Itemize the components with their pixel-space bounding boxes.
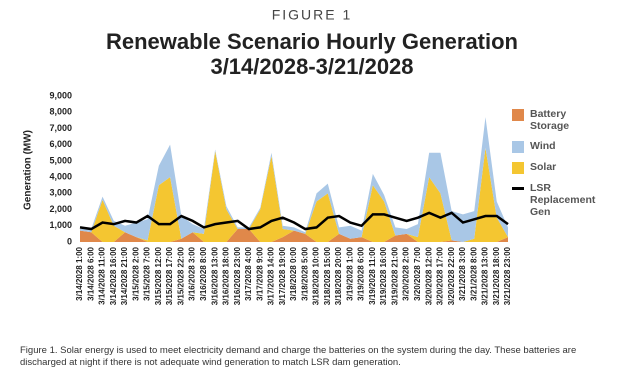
x-tick-label: 3/18/2028 10:00 [312,246,321,305]
legend: Battery Storage Wind Solar LSR Replacement … [512,108,622,226]
y-tick-label: 0 [67,236,72,246]
figure-label: FIGURE 1 [272,7,353,23]
y-tick-label: 7,000 [49,123,72,133]
y-axis-label: Generation (MW) [23,130,34,210]
x-tick-label: 3/17/2028 14:00 [267,246,276,305]
x-tick-label: 3/20/2028 12:00 [424,246,433,305]
x-tick-label: 3/18/2028 20:00 [334,246,343,305]
x-tick-label: 3/20/2028 22:00 [447,246,456,305]
y-tick-label: 3,000 [49,188,72,198]
x-tick-label: 3/14/2028 21:00 [120,246,129,305]
x-tick-label: 3/17/2028 4:00 [244,246,253,300]
x-tick-label: 3/16/2028 23:00 [233,246,242,305]
legend-swatch [512,162,524,174]
x-tick-label: 3/15/2028 12:00 [154,246,163,305]
y-tick-label: 2,000 [49,204,72,214]
y-tick-label: 9,000 [49,90,72,100]
legend-label: LSR Replacement Gen [530,182,596,218]
x-tick-label: 3/16/2028 13:00 [210,246,219,305]
x-tick-label: 3/18/2028 0:00 [289,246,298,300]
legend-label: Wind [530,140,556,152]
legend-item: Wind [512,140,622,153]
legend-swatch [512,109,524,121]
x-tick-label: 3/15/2028 22:00 [176,246,185,305]
x-tick-label: 3/19/2028 16:00 [379,246,388,305]
x-tick-label: 3/19/2028 1:00 [345,246,354,300]
x-tick-label: 3/14/2028 6:00 [86,246,95,300]
legend-label: Battery Storage [530,108,570,132]
x-tick-label: 3/15/2028 7:00 [143,246,152,300]
x-tick-label: 3/17/2028 19:00 [278,246,287,305]
x-tick-label: 3/19/2028 11:00 [368,246,377,304]
y-tick-label: 4,000 [49,171,72,181]
legend-item: Battery Storage [512,108,622,132]
x-tick-label: 3/20/2028 17:00 [436,246,445,305]
y-tick-label: 8,000 [49,107,72,117]
x-tick-label: 3/20/2028 2:00 [402,246,411,300]
x-tick-label: 3/21/2028 8:00 [469,246,478,300]
y-tick-label: 5,000 [49,155,72,165]
x-tick-label: 3/21/2028 13:00 [481,246,490,305]
x-tick-label: 3/14/2028 11:00 [98,246,107,304]
x-tick-label: 3/16/2028 8:00 [199,246,208,300]
x-tick-label: 3/14/2028 1:00 [75,246,84,300]
x-tick-label: 3/14/2028 16:00 [109,246,118,305]
caption: Figure 1. Solar energy is used to meet e… [20,345,577,368]
x-tick-label: 3/19/2028 21:00 [390,246,399,305]
area [80,229,508,242]
legend-swatch [512,141,524,153]
area [80,117,508,242]
chart-title: 3/14/2028-3/21/2028 [210,54,413,79]
x-tick-label: 3/21/2028 23:00 [503,246,512,305]
x-tick-label: 3/21/2028 3:00 [458,246,467,300]
x-tick-label: 3/15/2028 2:00 [131,246,140,300]
x-tick-label: 3/16/2028 3:00 [188,246,197,300]
legend-item: Solar [512,161,622,174]
x-tick-label: 3/15/2028 17:00 [165,246,174,305]
legend-swatch [512,187,524,190]
x-tick-label: 3/19/2028 6:00 [357,246,366,300]
legend-label: Solar [530,161,557,173]
y-tick-label: 1,000 [49,220,72,230]
x-tick-label: 3/16/2028 18:00 [222,246,231,305]
x-tick-label: 3/18/2028 5:00 [300,246,309,300]
chart-title: Renewable Scenario Hourly Generation [106,29,518,54]
line [79,211,509,231]
x-tick-label: 3/21/2028 18:00 [492,246,501,305]
area [80,147,508,242]
y-tick-label: 6,000 [49,139,72,149]
legend-item: LSR Replacement Gen [512,182,622,218]
x-tick-label: 3/20/2028 7:00 [413,246,422,300]
x-tick-label: 3/18/2028 15:00 [323,246,332,305]
x-tick-label: 3/17/2028 9:00 [255,246,264,300]
